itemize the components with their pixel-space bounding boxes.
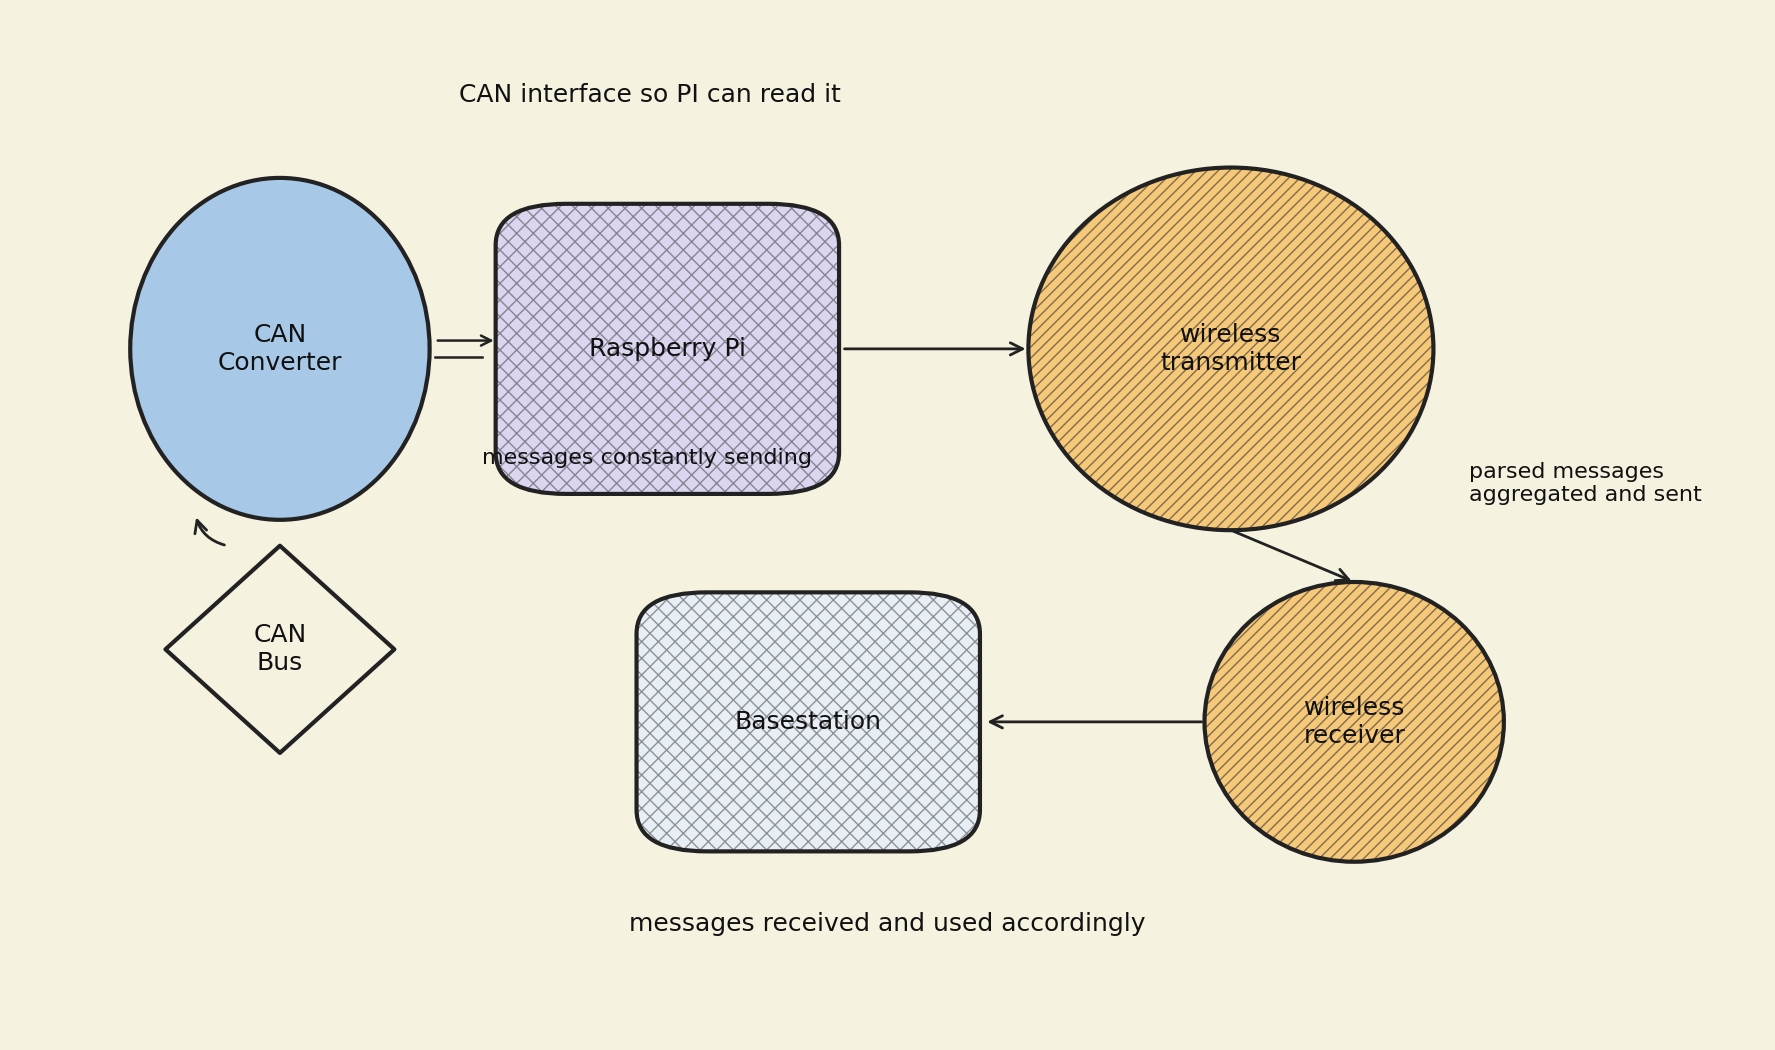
Text: Raspberry Pi: Raspberry Pi [589,337,746,361]
Text: messages constantly sending: messages constantly sending [483,447,813,467]
Text: wireless
transmitter: wireless transmitter [1161,323,1301,375]
Text: CAN
Converter: CAN Converter [218,323,343,375]
FancyBboxPatch shape [637,592,980,852]
FancyBboxPatch shape [495,204,840,494]
Text: parsed messages
aggregated and sent: parsed messages aggregated and sent [1468,462,1702,505]
Ellipse shape [130,177,430,520]
Ellipse shape [1028,168,1434,530]
Text: Basestation: Basestation [735,710,882,734]
Polygon shape [165,546,394,753]
Text: wireless
receiver: wireless receiver [1303,696,1406,748]
Ellipse shape [1205,582,1503,862]
Text: CAN
Bus: CAN Bus [254,624,307,675]
Text: messages received and used accordingly: messages received and used accordingly [630,911,1145,936]
Text: CAN interface so PI can read it: CAN interface so PI can read it [458,83,841,107]
